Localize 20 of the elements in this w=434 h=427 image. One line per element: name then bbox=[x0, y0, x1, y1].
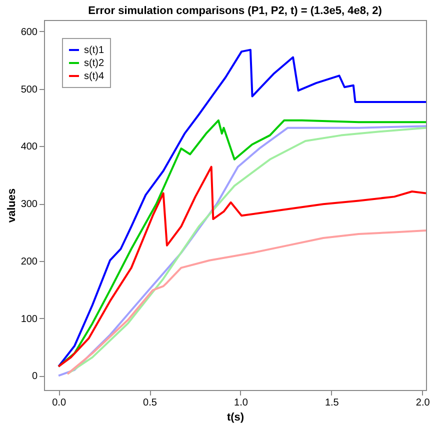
chart-title: Error simulation comparisons (P1, P2, t) = (1.3e5, 4e8, 2) bbox=[88, 5, 382, 17]
x-axis-title: t(s) bbox=[226, 412, 244, 424]
y-tick-label: 500 bbox=[20, 84, 38, 96]
y-axis-title: values bbox=[6, 188, 18, 223]
y-tick-label: 600 bbox=[20, 26, 38, 38]
y-tick-label: 300 bbox=[20, 199, 38, 210]
line-series bbox=[58, 166, 426, 368]
x-tick-label: 0.5 bbox=[143, 398, 158, 408]
x-tick-label: 2.0 bbox=[416, 398, 430, 408]
y-tick-label: 400 bbox=[20, 142, 38, 153]
legend-label: s(t)1 bbox=[84, 45, 104, 56]
x-tick-label: 1.5 bbox=[324, 398, 340, 408]
line-series bbox=[66, 230, 426, 375]
x-tick-label: 0.0 bbox=[52, 398, 66, 408]
y-tick-label: 100 bbox=[20, 314, 38, 325]
x-tick-label: 1.0 bbox=[234, 398, 248, 408]
y-tick-label: 200 bbox=[20, 256, 38, 268]
legend-label: s(t)2 bbox=[84, 58, 104, 69]
legend-label: s(t)4 bbox=[84, 71, 104, 82]
y-tick-label: 0 bbox=[32, 371, 38, 382]
